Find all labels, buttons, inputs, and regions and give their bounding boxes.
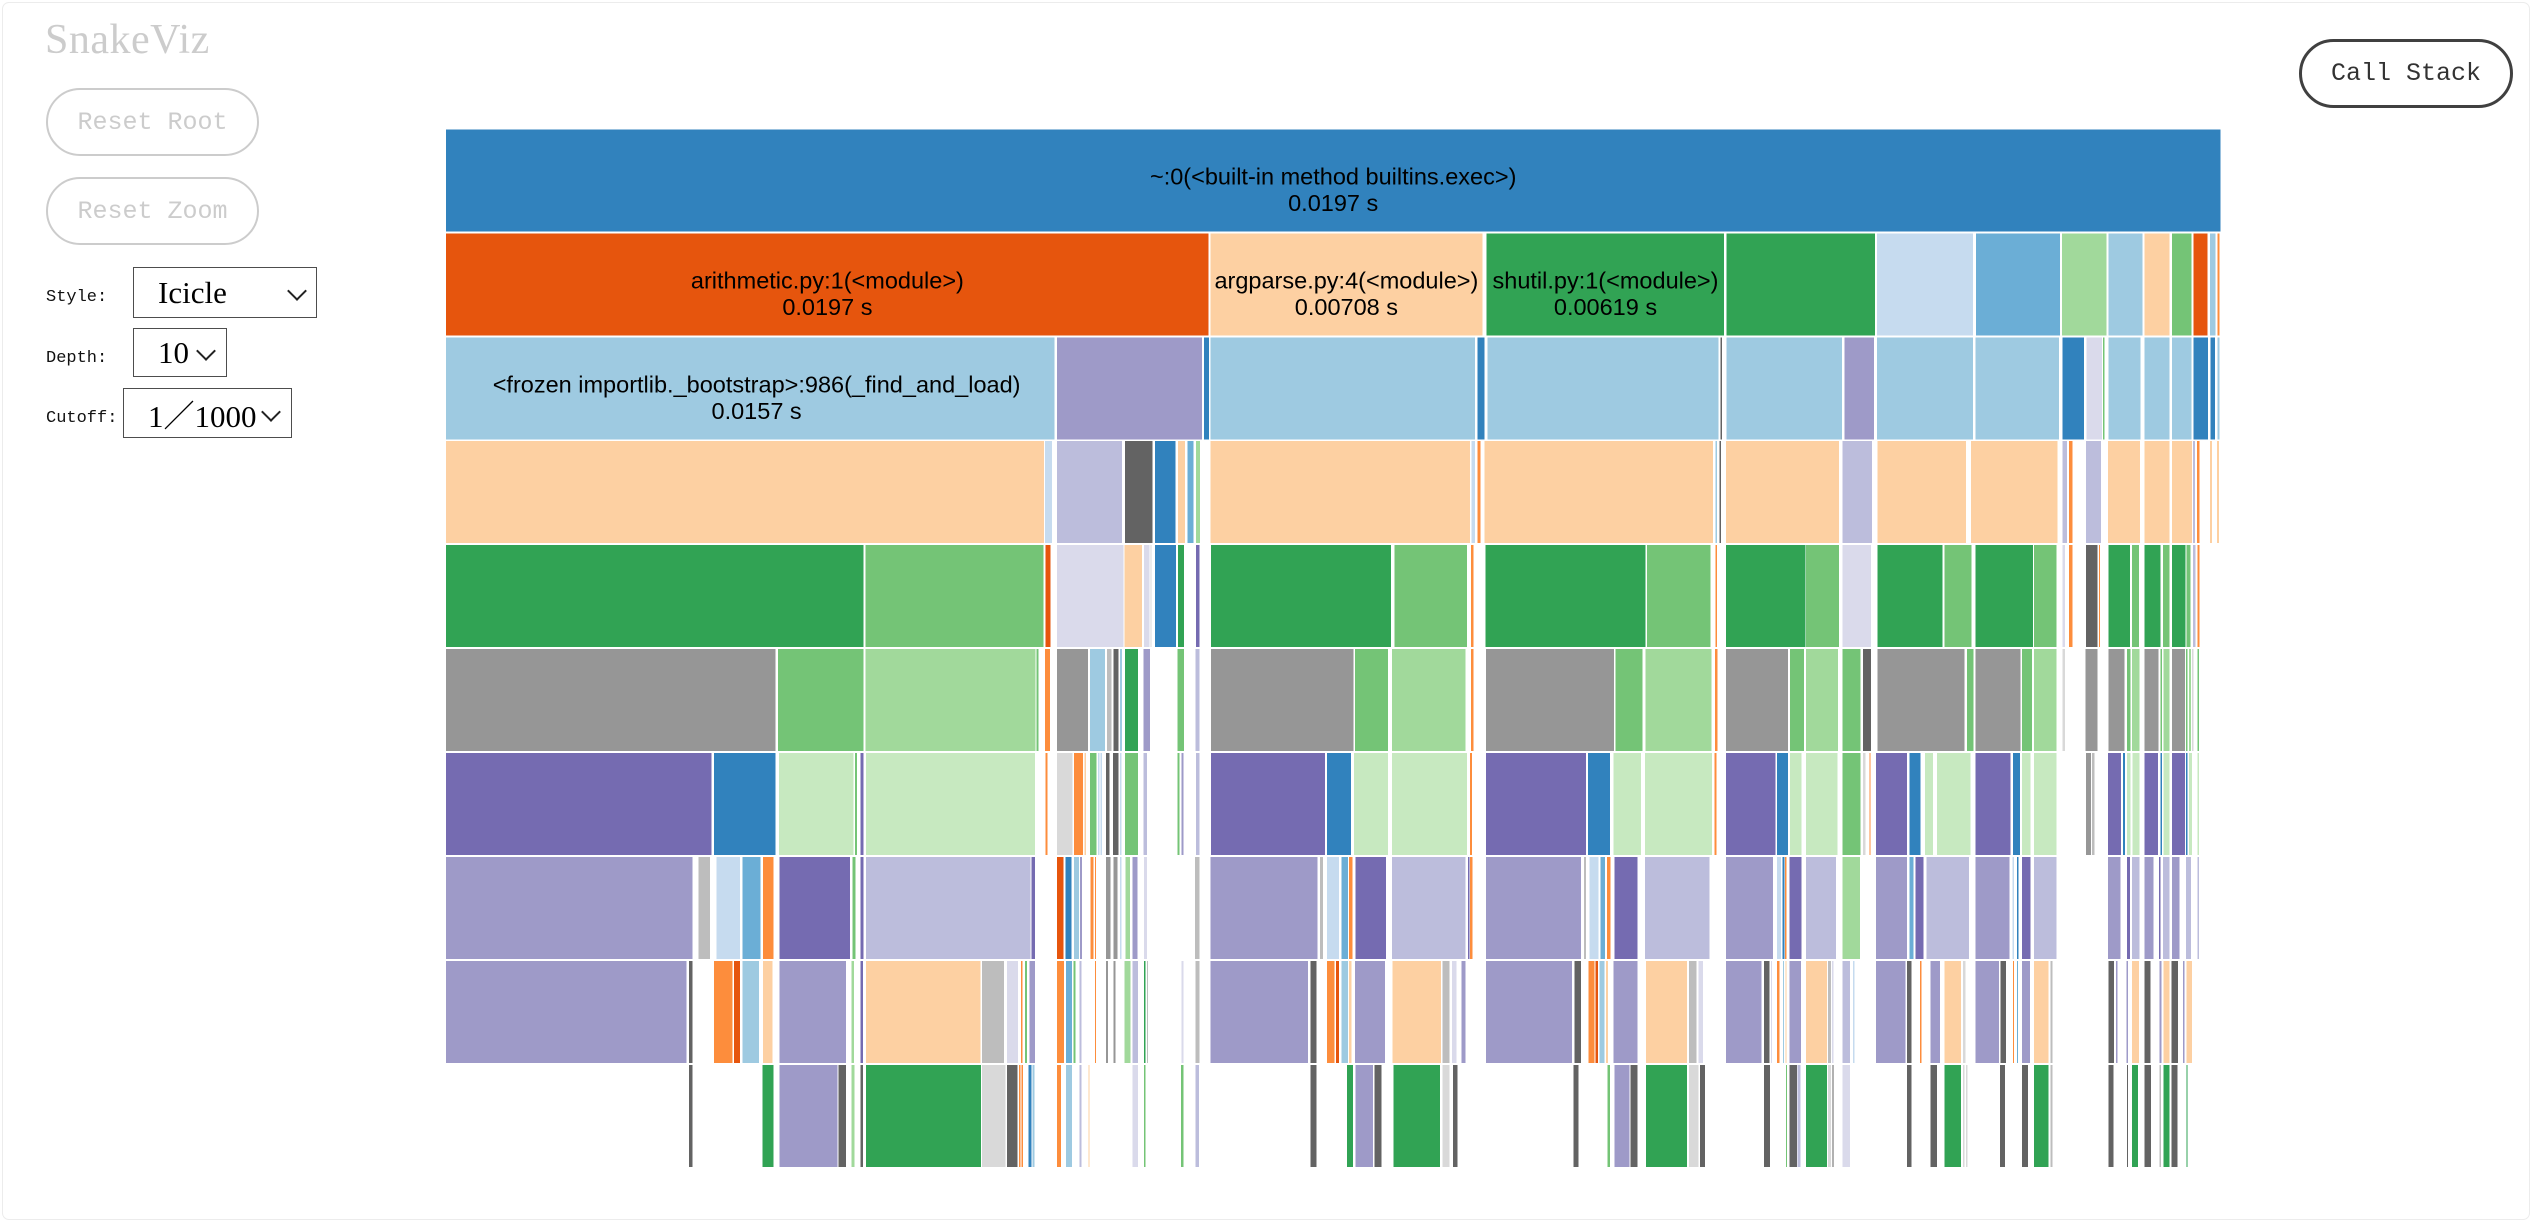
svg-text:argparse.py:4(<module>): argparse.py:4(<module>) <box>1214 267 1478 293</box>
svg-text:shutil.py:1(<module>): shutil.py:1(<module>) <box>1493 267 1719 293</box>
svg-text:<frozen importlib._bootstrap>:: <frozen importlib._bootstrap>:986(_find_… <box>493 371 1021 397</box>
svg-text:0.00708 s: 0.00708 s <box>1295 294 1398 320</box>
svg-text:~:0(<built-in method builtins.: ~:0(<built-in method builtins.exec>) <box>1150 163 1516 189</box>
svg-text:arithmetic.py:1(<module>): arithmetic.py:1(<module>) <box>691 267 964 293</box>
svg-text:0.0157 s: 0.0157 s <box>712 398 802 424</box>
svg-text:0.0197 s: 0.0197 s <box>782 294 872 320</box>
svg-text:0.00619 s: 0.00619 s <box>1554 294 1657 320</box>
svg-text:0.0197 s: 0.0197 s <box>1288 190 1378 216</box>
